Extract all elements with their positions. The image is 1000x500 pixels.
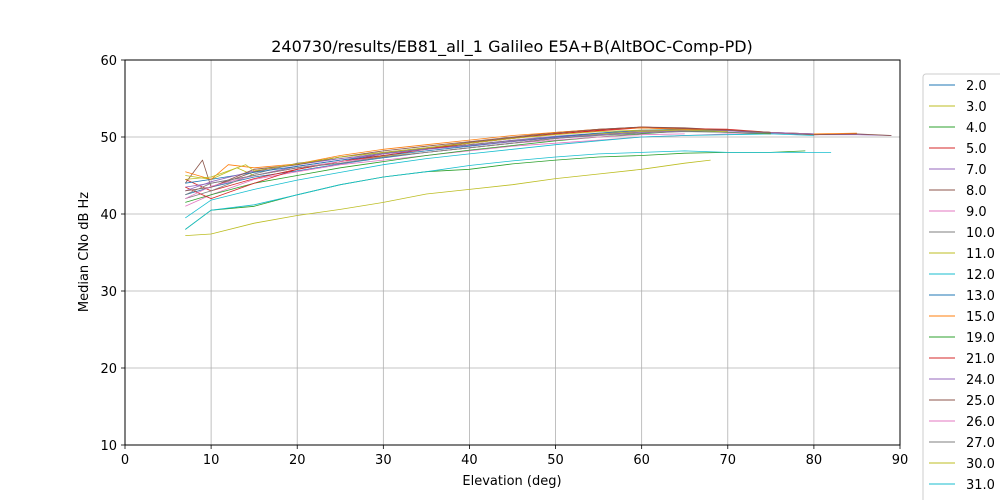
x-tick-label: 10 bbox=[203, 453, 220, 468]
legend-label: 30.0 bbox=[966, 457, 995, 472]
series-line-3.0 bbox=[185, 159, 711, 236]
y-tick-label: 30 bbox=[100, 285, 117, 300]
y-axis-label: Median CNo dB Hz bbox=[77, 192, 92, 312]
legend-label: 19.0 bbox=[966, 331, 995, 346]
series-line-12.0 bbox=[185, 133, 814, 219]
y-tick-label: 60 bbox=[100, 54, 117, 69]
legend-label: 8.0 bbox=[966, 184, 987, 199]
chart-title: 240730/results/EB81_all_1 Galileo E5A+B(… bbox=[271, 37, 753, 57]
legend: 2.0 3.0 4.0 5.0 7.0 8.0 9.0 10.0 11.0 12.0 13.0 15.… bbox=[922, 73, 1000, 500]
legend-label: 7.0 bbox=[966, 163, 987, 178]
legend-label: 3.0 bbox=[966, 100, 987, 115]
plot-frame bbox=[124, 59, 901, 446]
y-tick-label: 20 bbox=[100, 362, 117, 377]
y-tick-label: 40 bbox=[100, 208, 117, 223]
x-tick-label: 70 bbox=[720, 453, 737, 468]
legend-label: 15.0 bbox=[966, 310, 995, 325]
legend-label: 26.0 bbox=[966, 415, 995, 430]
legend-label: 31.0 bbox=[966, 478, 995, 493]
legend-label: 4.0 bbox=[966, 121, 987, 136]
series-line-21.0 bbox=[185, 126, 728, 200]
x-tick-label: 20 bbox=[289, 453, 306, 468]
legend-label: 27.0 bbox=[966, 436, 995, 451]
y-tick-label: 50 bbox=[100, 131, 117, 146]
legend-label: 25.0 bbox=[966, 394, 995, 409]
legend-label: 10.0 bbox=[966, 226, 995, 241]
legend-label: 24.0 bbox=[966, 373, 995, 388]
series-line-4.0 bbox=[185, 150, 806, 230]
x-tick-label: 30 bbox=[375, 453, 392, 468]
x-tick-label: 90 bbox=[892, 453, 909, 468]
y-tick-label: 10 bbox=[100, 439, 117, 454]
y-axis: 10 20 30 40 50 60 bbox=[100, 54, 125, 454]
legend-label: 2.0 bbox=[966, 79, 987, 94]
legend-label: 11.0 bbox=[966, 247, 995, 262]
series-lines bbox=[184, 126, 892, 236]
legend-label: 13.0 bbox=[966, 289, 995, 304]
series-line-27.0 bbox=[185, 131, 771, 196]
x-axis-label: Elevation (deg) bbox=[462, 474, 561, 489]
x-axis: 0 10 20 30 40 50 60 70 80 90 bbox=[121, 445, 908, 468]
series-line-30.0 bbox=[185, 129, 728, 180]
x-tick-label: 0 bbox=[121, 453, 129, 468]
series-line-10.0 bbox=[185, 129, 814, 199]
series-line-31.0 bbox=[185, 150, 832, 230]
legend-label: 9.0 bbox=[966, 205, 987, 220]
x-tick-label: 40 bbox=[461, 453, 478, 468]
grid bbox=[124, 59, 901, 446]
x-tick-label: 80 bbox=[806, 453, 823, 468]
legend-label: 5.0 bbox=[966, 142, 987, 157]
series-line-25.0 bbox=[185, 126, 771, 192]
legend-frame bbox=[922, 73, 1000, 500]
x-tick-label: 60 bbox=[633, 453, 650, 468]
legend-label: 12.0 bbox=[966, 268, 995, 283]
x-tick-label: 50 bbox=[547, 453, 564, 468]
series-line-7.0 bbox=[185, 129, 892, 188]
legend-label: 21.0 bbox=[966, 352, 995, 367]
